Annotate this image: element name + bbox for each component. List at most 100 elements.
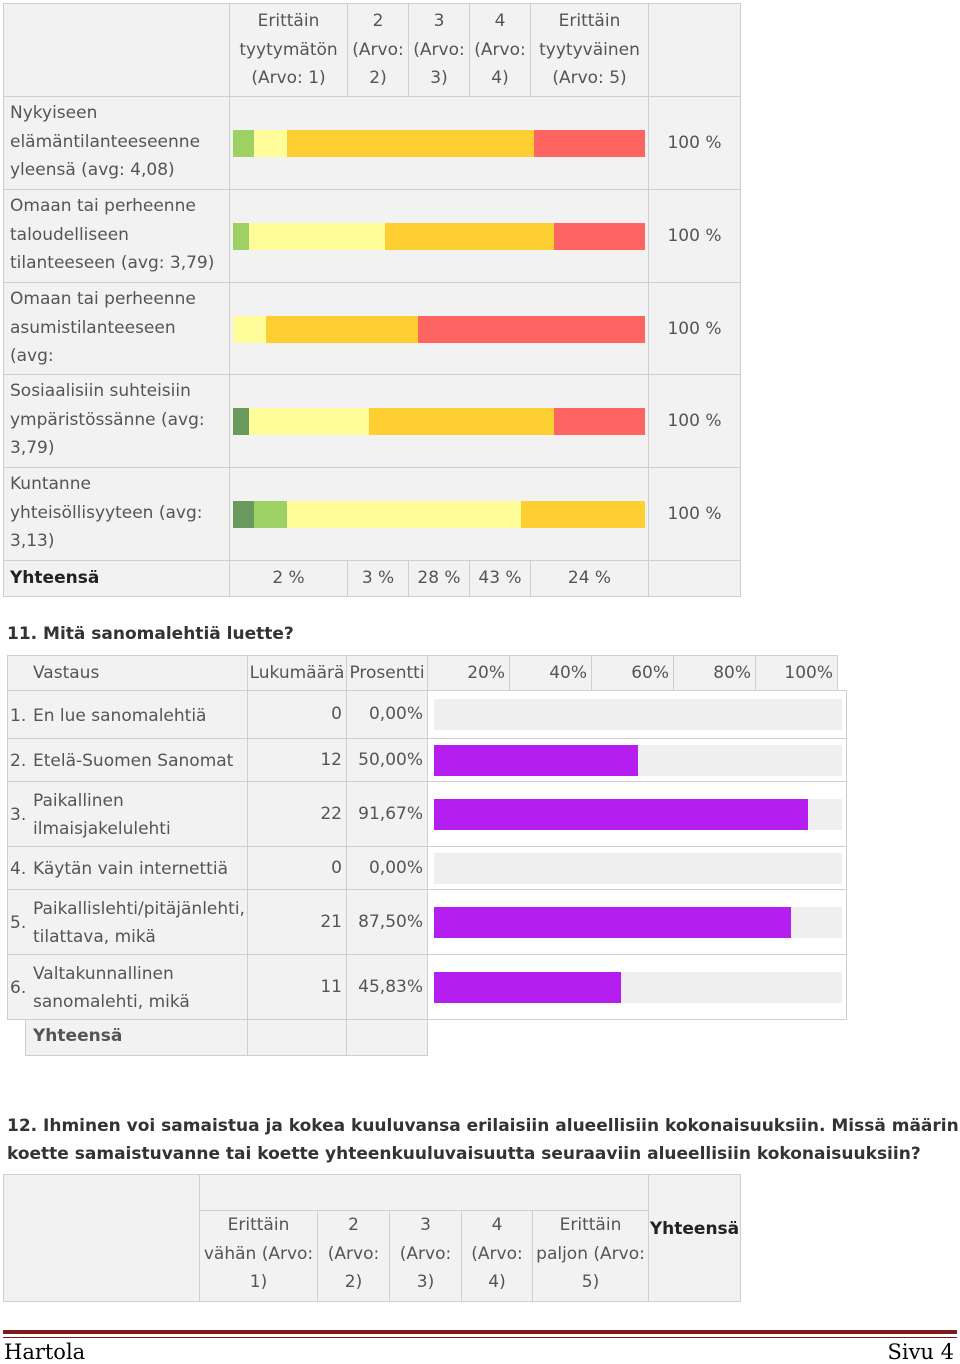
row-total: 100 %	[648, 282, 741, 376]
total-label: Yhteensä	[25, 1019, 248, 1056]
text-line: 2	[348, 1215, 359, 1235]
bar-segment	[233, 130, 254, 157]
column-header: Erittäin tyytyväinen (Arvo: 5)	[530, 3, 649, 97]
column-header: 2 (Arvo: 2)	[317, 1210, 390, 1302]
answer-number: 4.	[10, 859, 27, 879]
text-line: sanomalehti, mikä	[33, 992, 190, 1012]
text-line: Omaan tai perheenne	[10, 196, 196, 216]
footer-municipality: Hartola	[4, 1340, 86, 1364]
text-line: (Arvo: 5)	[552, 68, 627, 88]
header-answer: Vastaus	[7, 655, 248, 691]
text-line: Erittäin	[227, 1215, 290, 1235]
answer-label: En lue sanomalehtiä	[33, 702, 206, 730]
text-line: Valtakunnallinen	[33, 964, 174, 984]
text-line: tyytymätön	[239, 39, 338, 60]
row-total: 100 %	[648, 189, 741, 283]
text-line: Omaan tai perheenne	[10, 289, 196, 309]
text-line: 1)	[249, 1272, 268, 1292]
total-percent: 3 %	[347, 560, 409, 597]
bar-track	[434, 699, 842, 730]
total-percent: 2 %	[229, 560, 348, 597]
answer-percent: 0,00%	[346, 690, 428, 739]
total-percent: 43 %	[469, 560, 531, 597]
text-line: tilanteeseen (avg: 3,79)	[10, 253, 215, 273]
text-line: (Arvo: 1)	[251, 68, 326, 88]
row-label: Sosiaalisiin suhteisiin ympäristössänne (…	[3, 374, 230, 468]
text-line: Käytän vain internettiä	[33, 859, 228, 879]
bar-segment	[286, 130, 534, 157]
text-line: (Arvo:	[399, 1243, 452, 1264]
bar-track	[434, 971, 842, 1003]
bar-segment	[385, 223, 555, 250]
bar-cell	[427, 738, 847, 782]
bar-segment	[418, 316, 645, 343]
answer-percent: 0,00%	[346, 846, 428, 890]
text-line: asumistilanteeseen (avg:	[10, 317, 176, 367]
answer-percent: 91,67%	[346, 781, 428, 847]
answer-label: Paikallinen ilmaisjakelulehti	[33, 787, 171, 843]
bar-segment	[265, 316, 419, 343]
stacked-bar	[233, 501, 645, 528]
corner-cell	[3, 3, 230, 97]
text-line: Paikallislehti/pitäjänlehti,	[33, 899, 245, 919]
bar-segment	[554, 408, 645, 435]
scale-label: 40%	[509, 655, 592, 691]
total-column-header	[648, 3, 741, 97]
bar-segment	[233, 316, 266, 343]
text-line: 3	[433, 11, 445, 31]
column-header: 4 (Arvo: 4)	[461, 1210, 533, 1302]
text-line: Erittäin	[559, 1215, 622, 1235]
answer-cell: 4. Käytän vain internettiä	[7, 846, 248, 890]
text-line: Kuntanne	[10, 474, 91, 494]
bar-cell	[427, 690, 847, 739]
row-label: Nykyiseen elämäntilanteeseenne yleensä (av…	[3, 96, 230, 190]
bar-segment	[286, 501, 522, 528]
column-header: 3 (Arvo: 3)	[408, 3, 470, 97]
text-line: paljon (Arvo:	[536, 1243, 645, 1264]
bar-segment	[253, 130, 287, 157]
total-header: Yhteensä	[648, 1174, 741, 1302]
stacked-bar	[233, 223, 645, 250]
column-header: Erittäin tyytymätön (Arvo: 1)	[229, 3, 348, 97]
answer-count: 11	[247, 954, 347, 1020]
bar-track	[434, 798, 842, 830]
stacked-bar-cell	[229, 374, 649, 468]
bar-fill	[434, 744, 638, 776]
answer-cell: 1. En lue sanomalehtiä	[7, 690, 248, 739]
footer-page-number: Sivu 4	[887, 1340, 954, 1364]
answer-number: 6.	[10, 978, 27, 998]
row-label: Kuntanne yhteisöllisyyteen (avg: 3,13)	[3, 467, 230, 561]
text-line: Erittäin	[257, 11, 320, 31]
text-line: (Arvo:	[471, 1243, 523, 1264]
bar-segment	[521, 501, 645, 528]
bar-cell	[427, 889, 847, 955]
text-line: (Arvo:	[413, 39, 465, 60]
stacked-bar-cell	[229, 467, 649, 561]
question-12-title-line2: koette samaistuvanne tai koette yhteenku…	[7, 1144, 921, 1164]
answer-count: 12	[247, 738, 347, 782]
text-line: (Arvo:	[474, 39, 526, 60]
text-line: 4)	[488, 1272, 506, 1292]
total-percent	[346, 1019, 428, 1056]
stacked-bar	[233, 130, 645, 157]
bar-segment	[233, 501, 254, 528]
bar-segment	[249, 223, 386, 250]
text-line: elämäntilanteeseenne	[10, 131, 201, 152]
answer-cell: 3. Paikallinen ilmaisjakelulehti	[7, 781, 248, 847]
text-line: ilmaisjakelulehti	[33, 819, 171, 839]
total-percent: 28 %	[408, 560, 470, 597]
text-line: 2)	[344, 1272, 363, 1292]
stacked-bar-cell	[229, 189, 649, 283]
total-percent: 24 %	[530, 560, 649, 597]
row-label: Omaan tai perheenne taloudelliseen tilante…	[3, 189, 230, 283]
answer-cell: 5. Paikallislehti/pitäjänlehti, tilattava,…	[7, 889, 248, 955]
answer-cell: 2. Etelä-Suomen Sanomat	[7, 738, 248, 782]
answer-label: Valtakunnallinen sanomalehti, mikä	[33, 960, 190, 1016]
text-line: yleensä (avg: 4,08)	[10, 160, 175, 180]
text-line: tilattava, mikä	[33, 927, 156, 947]
footer-rule-thin	[3, 1337, 957, 1338]
row-total: 100 %	[648, 374, 741, 468]
text-line: taloudelliseen	[10, 224, 129, 245]
text-line: Paikallinen	[33, 791, 124, 811]
total-count	[247, 1019, 347, 1056]
